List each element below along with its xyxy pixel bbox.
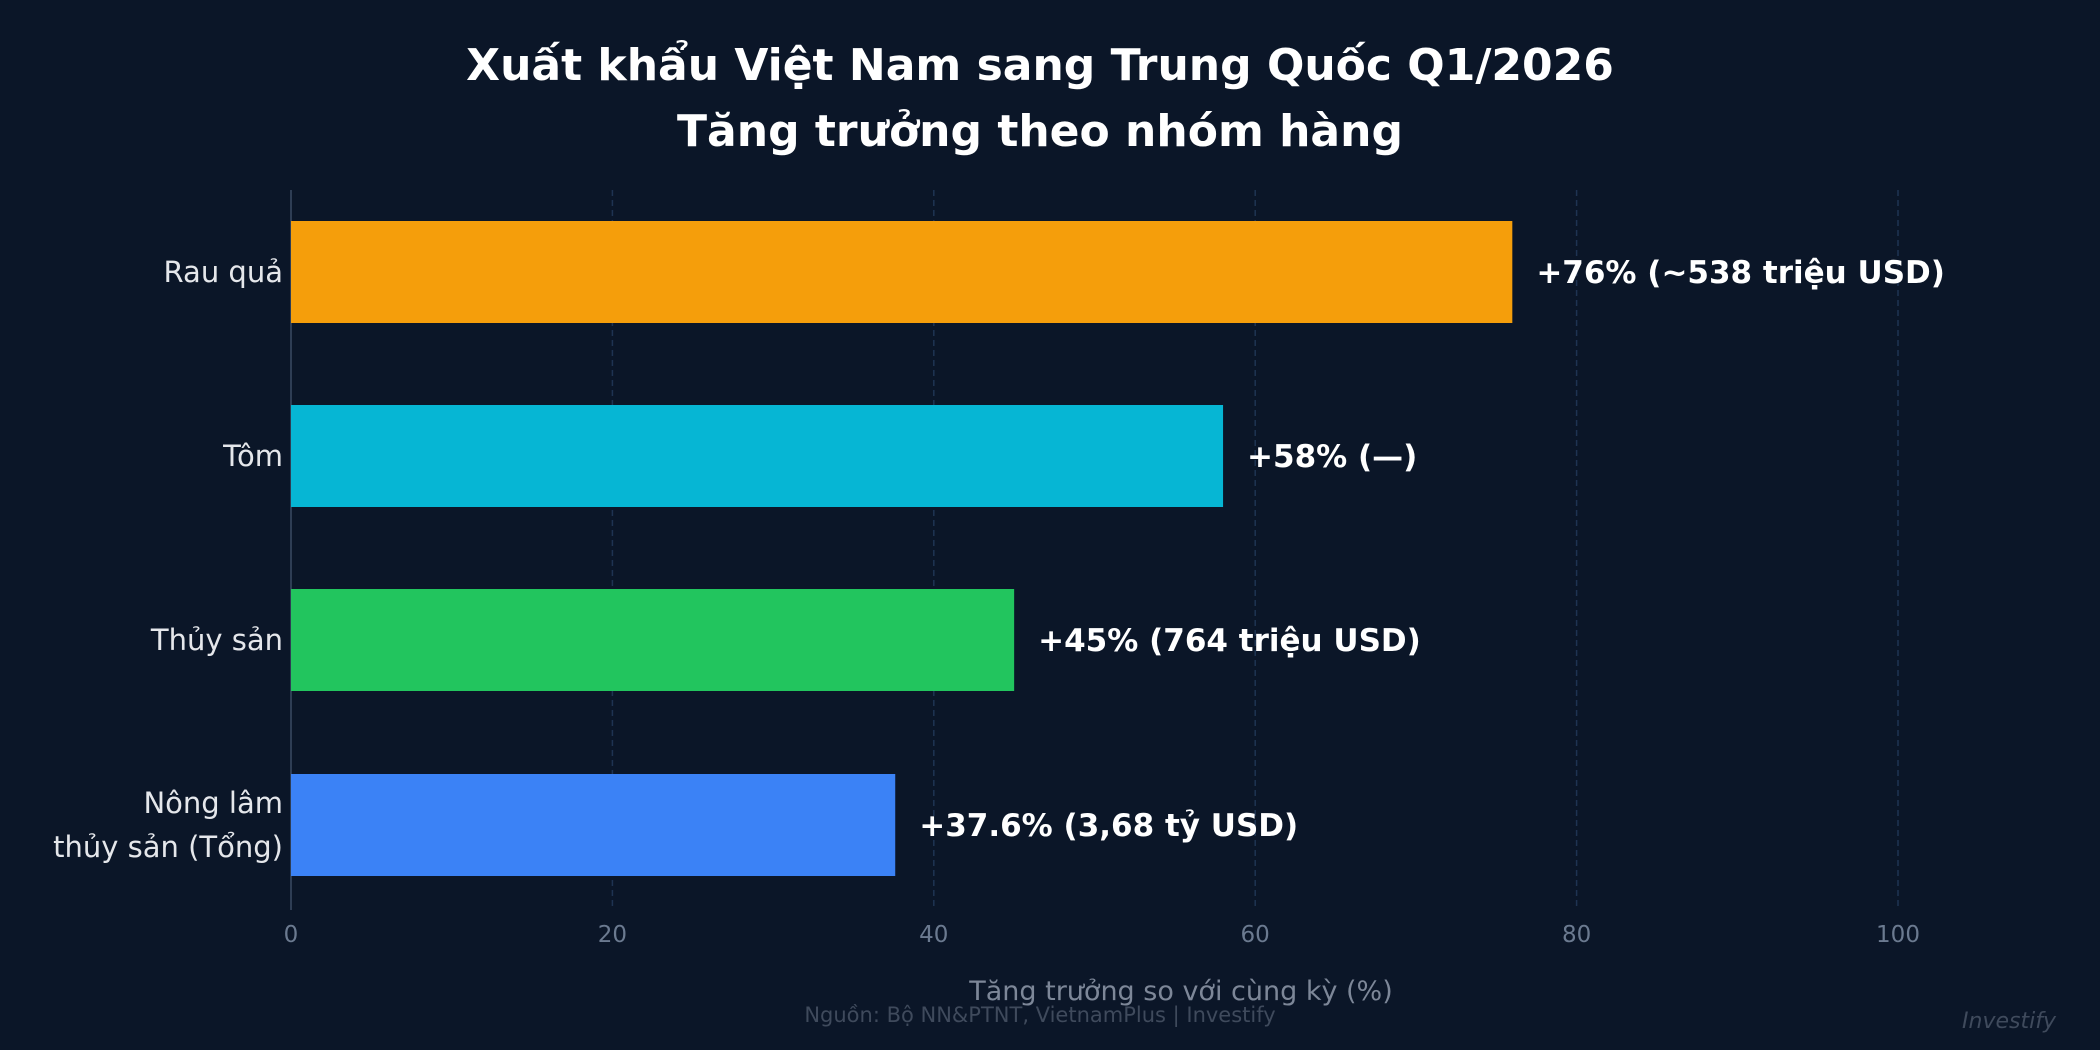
- bar: [291, 405, 1224, 507]
- bar-value-label: +58% (—): [1247, 439, 1417, 475]
- category-label: Rau quả: [164, 255, 283, 289]
- x-ticks: 0 20 40 60 80 100: [284, 922, 1920, 948]
- category-label: Thủy sản: [150, 623, 283, 657]
- category-label: thủy sản (Tổng): [53, 830, 283, 864]
- x-tick-label: 0: [284, 922, 299, 948]
- x-tick-label: 20: [598, 922, 627, 948]
- bar: [291, 774, 896, 876]
- x-tick-label: 100: [1876, 922, 1920, 948]
- bar-value-label: +37.6% (3,68 tỷ USD): [919, 808, 1298, 844]
- chart-title: Xuất khẩu Việt Nam sang Trung Quốc Q1/20…: [466, 39, 1614, 91]
- x-tick-label: 60: [1241, 922, 1270, 948]
- bars: +76% (~538 triệu USD) Rau quả +58% (—) Tôm +…: [53, 221, 1945, 876]
- chart-subtitle: Tăng trưởng theo nhóm hàng: [677, 106, 1403, 157]
- x-tick-label: 80: [1562, 922, 1591, 948]
- source-note: Nguồn: Bộ NN&PTNT, VietnamPlus | Investi…: [804, 1003, 1275, 1028]
- category-label: Tôm: [222, 439, 283, 473]
- category-label: Nông lâm: [143, 786, 283, 820]
- x-axis-label: Tăng trưởng so với cùng kỳ (%): [968, 976, 1392, 1007]
- bar-value-label: +76% (~538 triệu USD): [1536, 255, 1945, 291]
- bar: [291, 221, 1513, 323]
- x-tick-label: 40: [919, 922, 948, 948]
- bar-value-label: +45% (764 triệu USD): [1038, 623, 1421, 659]
- bar: [291, 589, 1015, 691]
- watermark: Investify: [1962, 1009, 2057, 1034]
